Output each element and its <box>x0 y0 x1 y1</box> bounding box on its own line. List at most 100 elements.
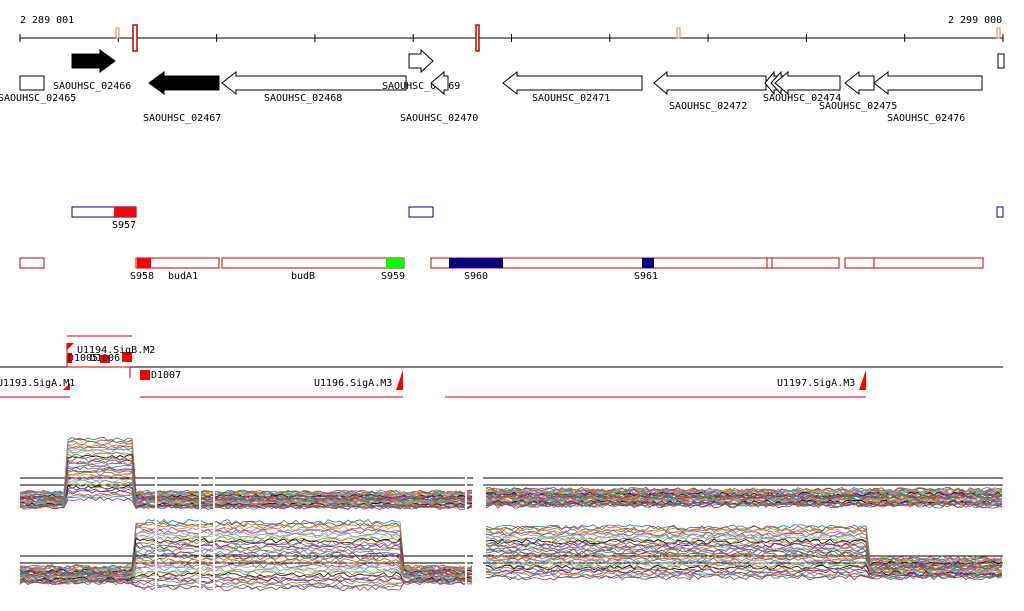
segment-label: S960 <box>464 271 488 282</box>
ruler-marker <box>132 24 138 52</box>
plus-segment-track: S957 <box>71 206 1004 231</box>
ruler-marker <box>996 27 1001 39</box>
transcript-label: U1196.SigA.M3 <box>314 378 392 389</box>
segment-label: S958 <box>130 271 154 282</box>
gene-saouhsc-02475[interactable]: SAOUHSC_02475 <box>819 70 897 112</box>
transcript-d1006[interactable] <box>100 355 110 363</box>
gene-saouhsc-02465[interactable]: SAOUHSC_02465 <box>0 75 76 104</box>
expression-profile-line <box>485 567 1003 578</box>
ruler-marker <box>676 27 681 39</box>
expression-profile-line <box>485 560 1003 576</box>
gene-label: SAOUHSC_02466 <box>53 81 131 92</box>
gene-saouhsc-02471[interactable]: SAOUHSC_02471 <box>502 70 643 104</box>
expression-profile-line <box>19 524 473 571</box>
expression-profile-line <box>19 535 473 574</box>
ruler-end-label: 2 299 000 <box>948 15 1002 26</box>
expression-profile-line <box>485 491 1003 498</box>
expression-profile-line <box>19 477 473 506</box>
expression-profile-line <box>485 548 1003 571</box>
expression-panel-lower <box>19 518 1003 592</box>
segment-label: S957 <box>112 220 136 231</box>
gene-label: SAOUHSC_02467 <box>143 113 221 124</box>
gene-saouhsc-02470[interactable]: SAOUHSC_02470 <box>400 70 478 124</box>
transcript-label: U1197.SigA.M3 <box>777 378 855 389</box>
expression-profile-line <box>19 547 473 577</box>
segment-label: S961 <box>634 271 658 282</box>
gene-label: SAOUHSC_02472 <box>669 101 747 112</box>
segment-box[interactable] <box>135 257 220 269</box>
segment-s960[interactable] <box>449 258 503 268</box>
expression-profile-line <box>485 574 1003 581</box>
segment-box[interactable] <box>996 206 1004 218</box>
expression-profile-line <box>19 579 473 592</box>
ruler-marker <box>475 24 480 52</box>
expression-profile-line <box>19 440 473 496</box>
expression-profile-line <box>19 534 473 574</box>
expression-profile-line <box>19 496 473 511</box>
gene-label: SAOUHSC_02468 <box>264 93 342 104</box>
expression-profile-line <box>485 494 1003 501</box>
minus-segment-track: S958 budA1 budB S959 S960 S961 <box>19 257 984 282</box>
coordinate-ruler: 2 289 001 2 299 000 <box>19 15 1004 52</box>
gene-saouhsc-02474[interactable]: SAOUHSC_02474 <box>763 70 841 104</box>
gene-saouhsc-02476[interactable]: SAOUHSC_02476 <box>873 70 983 124</box>
expression-profile-line <box>19 562 473 581</box>
expression-profile-line <box>19 444 473 497</box>
expression-profile-line <box>19 436 473 495</box>
expression-profile-line <box>19 452 473 499</box>
expression-profile-line <box>19 459 473 501</box>
gene-saouhsc-02467[interactable]: SAOUHSC_02467 <box>143 71 221 124</box>
gene-saouhsc-02468[interactable]: SAOUHSC_02468 <box>221 70 407 104</box>
expression-profile-line <box>485 525 1003 562</box>
segment-box[interactable] <box>221 257 405 269</box>
transcript-label: D1005 <box>68 353 98 364</box>
expression-profile-line <box>485 545 1003 570</box>
segment-box[interactable] <box>19 257 45 269</box>
segment-box[interactable] <box>430 257 840 269</box>
gene-label: SAOUHSC_02470 <box>400 113 478 124</box>
expression-profile-line <box>20 462 473 502</box>
gene-label: SAOUHSC_02471 <box>532 93 610 104</box>
gene-label: SAOUHSC_02476 <box>887 113 965 124</box>
transcript-d1007[interactable] <box>140 370 150 380</box>
gene-saouhsc-02466[interactable]: SAOUHSC_02466 <box>53 49 131 92</box>
ruler-marker <box>115 27 120 39</box>
transcript-label: D1007 <box>151 370 181 381</box>
expression-profile-line <box>20 445 473 497</box>
gene-fragment[interactable] <box>997 53 1005 69</box>
gene-label: SAOUHSC_02475 <box>819 101 897 112</box>
segment-box[interactable] <box>408 206 434 218</box>
expression-profile-line <box>19 566 473 582</box>
segment-label: S959 <box>381 271 405 282</box>
segment-s958[interactable] <box>137 258 151 268</box>
expression-profile-line <box>19 575 473 584</box>
transcript-block[interactable] <box>122 352 132 362</box>
expression-profile-line <box>485 558 1003 575</box>
expression-profile-line <box>19 448 473 498</box>
expression-profile-line <box>485 527 1003 563</box>
transcript-label: U1193.SigA.M1 <box>0 378 75 389</box>
expression-profile-line <box>485 537 1003 567</box>
expression-profile-line <box>485 561 1003 576</box>
segment-s961[interactable] <box>642 258 654 268</box>
transcript-d1005[interactable] <box>67 353 72 363</box>
gene-saouhsc-02472[interactable]: SAOUHSC_02472 <box>653 70 767 112</box>
expression-profile-line <box>485 502 1003 509</box>
expression-profile-line <box>19 579 473 590</box>
segment-box[interactable] <box>844 257 984 269</box>
gene-label: SAOUHSC_02474 <box>763 93 841 104</box>
expression-profile-line <box>19 472 473 504</box>
segment-s957[interactable] <box>114 207 136 217</box>
gene-saouhsc-02469[interactable]: SAOUHSC_02469 <box>382 48 460 92</box>
expression-profile-line <box>485 487 1003 494</box>
expression-profile-line <box>19 493 473 510</box>
ruler-start-label: 2 289 001 <box>20 15 74 26</box>
segment-label: budB <box>291 271 315 282</box>
expression-profile-line <box>485 490 1003 496</box>
expression-gaps <box>155 470 483 600</box>
segment-s959[interactable] <box>386 258 404 268</box>
expression-profile-line <box>19 579 473 588</box>
gene-track: SAOUHSC_02465 SAOUHSC_02466 SAOUHSC_0246… <box>0 48 1005 124</box>
gene-label: SAOUHSC_02465 <box>0 93 76 104</box>
